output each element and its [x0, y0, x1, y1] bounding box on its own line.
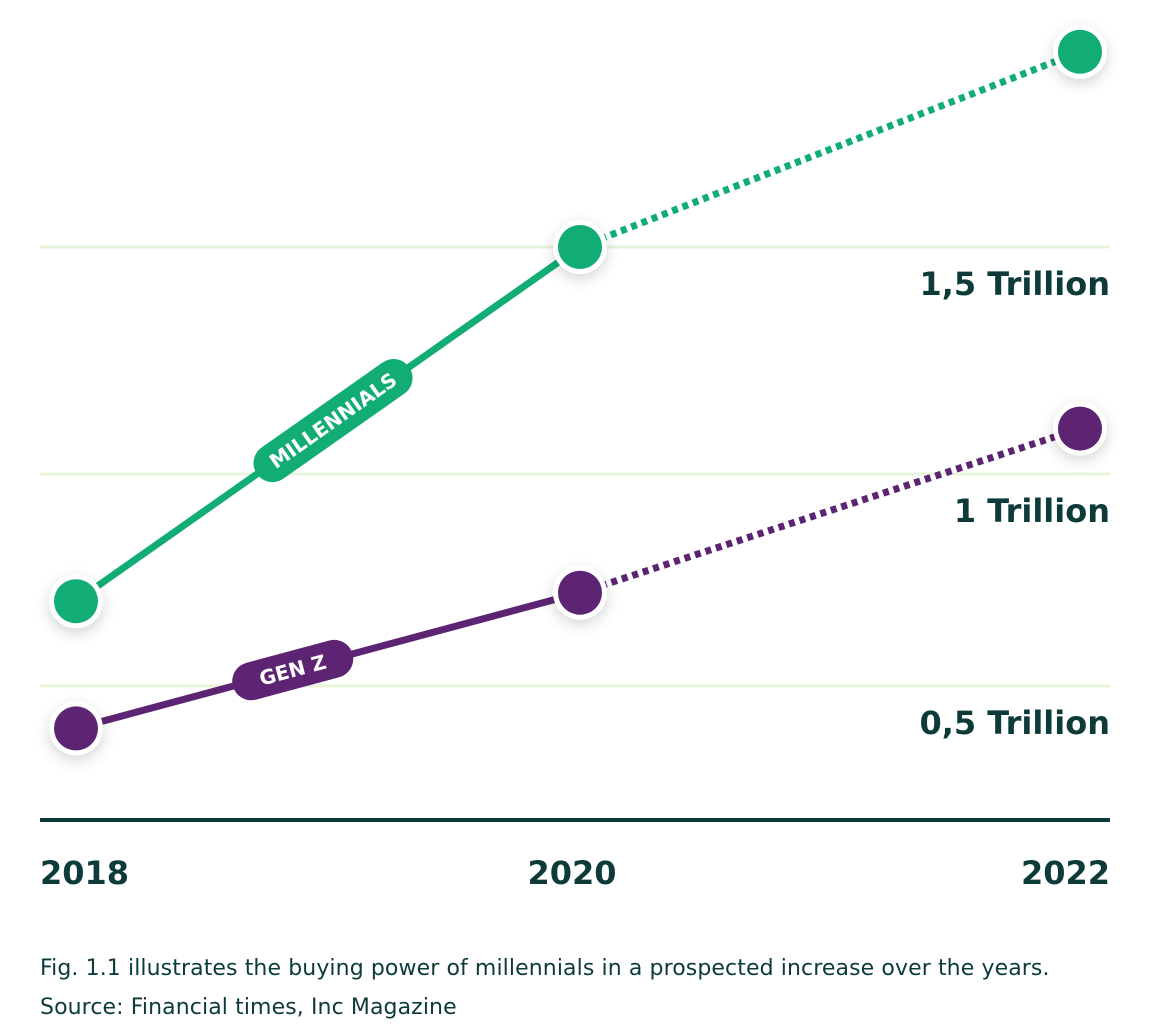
figure-caption: Fig. 1.1 illustrates the buying power of… — [40, 956, 1050, 981]
y-tick-label: 1 Trillion — [954, 492, 1110, 530]
figure-source: Source: Financial times, Inc Magazine — [40, 995, 457, 1020]
gen-z-series-label: GEN Z — [232, 639, 354, 701]
millennials-point-2020 — [558, 225, 602, 269]
millennials-series-label: MILLENNIALS — [253, 359, 413, 483]
x-tick-label: 2018 — [40, 854, 129, 892]
series-label-text: MILLENNIALS — [265, 368, 402, 474]
millennials-point-2018 — [54, 579, 98, 624]
x-tick-label: 2020 — [527, 854, 616, 892]
millennials-line-projection — [578, 48, 1082, 251]
y-tick-label: 1,5 Trillion — [919, 265, 1110, 303]
buying-power-chart: MILLENNIALS GEN Z 0,5 Trillion 1 Trillion 1… — [40, 24, 1110, 892]
x-tick-label: 2022 — [1021, 854, 1110, 892]
series-label-pill — [232, 639, 354, 701]
gen-z-point-2022 — [1058, 406, 1102, 451]
gen-z-point-2018 — [54, 706, 98, 751]
millennials-point-2022 — [1058, 29, 1102, 74]
series-label-pill — [253, 359, 413, 483]
gen-z-point-2020 — [558, 570, 602, 615]
y-tick-label: 0,5 Trillion — [919, 704, 1110, 742]
